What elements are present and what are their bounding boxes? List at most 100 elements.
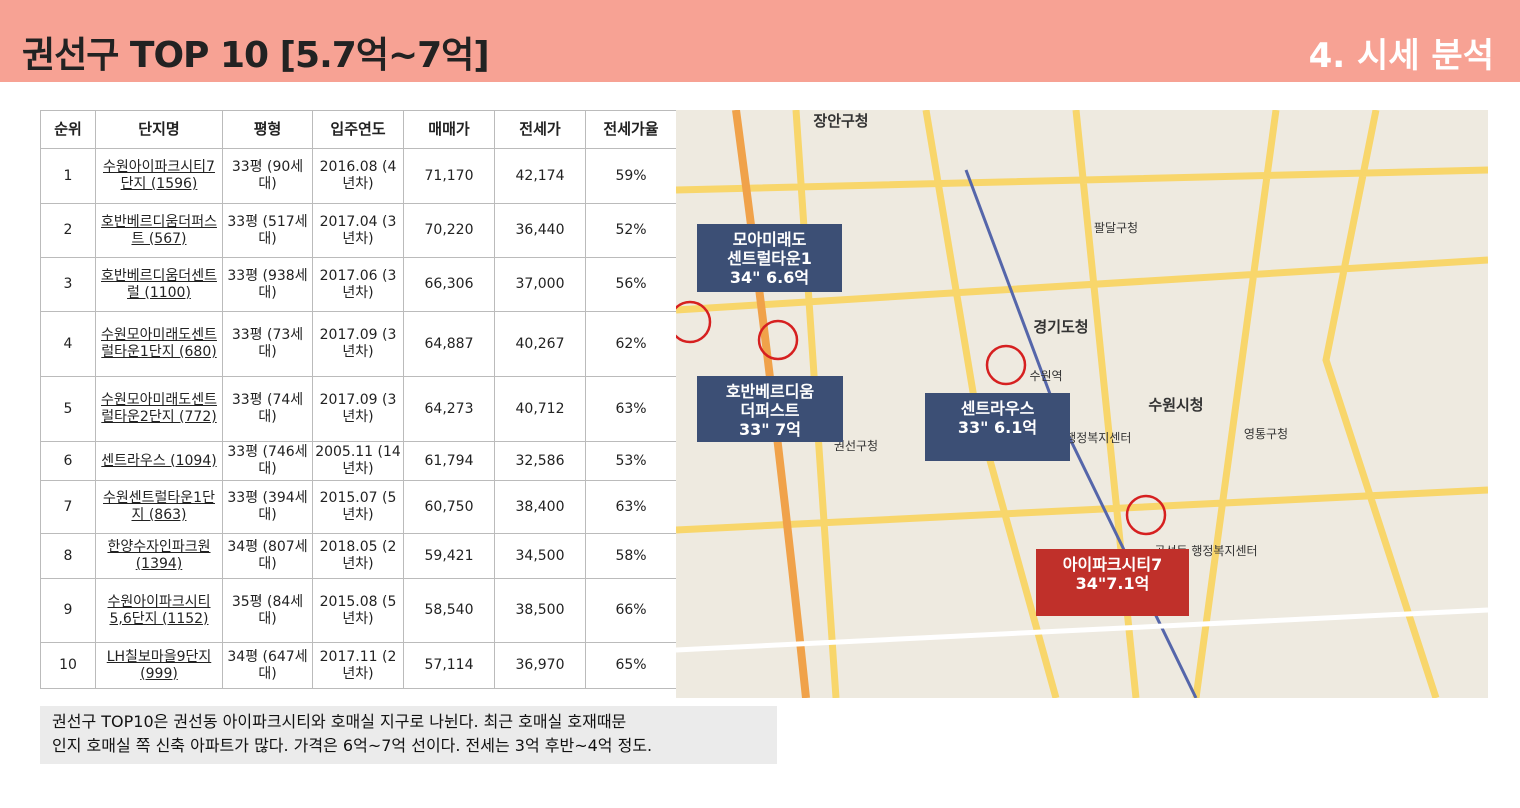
table-cell: 34,500	[494, 533, 586, 579]
section-title: 4. 시세 분석	[1308, 36, 1494, 76]
column-header: 전세가	[494, 110, 586, 149]
table-cell: 38,400	[494, 480, 586, 534]
table-cell: 33평 (394세대)	[222, 480, 313, 534]
callout-line: 33" 7억	[738, 420, 802, 439]
table-cell: 8	[40, 533, 96, 579]
table-row: 4 수원모아미래도센트럴타운1단지 (680) 33평 (73세대) 2017.09 …	[40, 311, 677, 377]
table-cell: 2016.08 (4년차)	[312, 148, 404, 204]
callout-line: 34" 6.6억	[729, 268, 810, 287]
table-row: 6 센트라우스 (1094) 33평 (746세대) 2005.11 (14년차) 61…	[40, 441, 677, 481]
map-callout: 모아미래도 센트럴타운1 34" 6.6억	[697, 224, 842, 292]
callout-line: 아이파크시티7	[1062, 555, 1163, 574]
column-header: 입주연도	[312, 110, 404, 149]
table-cell: 6	[40, 441, 96, 481]
place-label: 팔달구청	[1094, 221, 1138, 235]
table-cell: 4	[40, 311, 96, 377]
table-cell: 62%	[585, 311, 677, 377]
callout-line: 모아미래도	[732, 230, 807, 249]
table-cell: 64,273	[403, 376, 495, 442]
table-cell: 2018.05 (2년차)	[312, 533, 404, 579]
map-callout: 아이파크시티7 34"7.1억	[1036, 549, 1189, 616]
place-label: 경기도청	[1033, 318, 1088, 336]
table-cell: 33평 (90세대)	[222, 148, 313, 204]
table-cell: 33평 (938세대)	[222, 257, 313, 312]
table-cell: 53%	[585, 441, 677, 481]
table-cell: 66%	[585, 578, 677, 643]
table-cell: 64,887	[403, 311, 495, 377]
table-cell: 3	[40, 257, 96, 312]
table-cell: 52%	[585, 203, 677, 258]
table-cell: 2	[40, 203, 96, 258]
callout-line: 호반베르디움	[725, 382, 815, 401]
place-label: 장안구청	[813, 112, 868, 130]
table-cell: 7	[40, 480, 96, 534]
complex-name: 수원센트럴타운1단지 (863)	[95, 480, 223, 534]
title: 권선구 TOP 10 [5.7억~7억]	[22, 35, 490, 76]
table-cell: 40,712	[494, 376, 586, 442]
table-row: 9 수원아이파크시티5,6단지 (1152) 35평 (84세대) 2015.08 (…	[40, 578, 677, 643]
table-cell: 2017.04 (3년차)	[312, 203, 404, 258]
table-cell: 66,306	[403, 257, 495, 312]
callout-line: 34"7.1억	[1075, 574, 1150, 593]
table-cell: 60,750	[403, 480, 495, 534]
complex-name: 센트라우스 (1094)	[95, 441, 223, 481]
table-cell: 57,114	[403, 642, 495, 689]
table-cell: 34평 (647세대)	[222, 642, 313, 689]
table-cell: 35평 (84세대)	[222, 578, 313, 643]
table-row: 5 수원모아미래도센트럴타운2단지 (772) 33평 (74세대) 2017.09 …	[40, 376, 677, 442]
table-cell: 58%	[585, 533, 677, 579]
table-cell: 42,174	[494, 148, 586, 204]
place-label: 영통구청	[1244, 427, 1288, 441]
complex-name: 수원모아미래도센트럴타운2단지 (772)	[95, 376, 223, 442]
note-line: 권선구 TOP10은 권선동 아이파크시티와 호매실 지구로 나뉜다. 최근 호…	[52, 712, 627, 731]
map-callout: 호반베르디움 더퍼스트 33" 7억	[697, 376, 843, 442]
table-cell: 33평 (517세대)	[222, 203, 313, 258]
table-cell: 71,170	[403, 148, 495, 204]
table-cell: 65%	[585, 642, 677, 689]
column-header: 매매가	[403, 110, 495, 149]
place-label: 권선구청	[834, 439, 878, 453]
table-cell: 59%	[585, 148, 677, 204]
table-row: 10 LH칠보마을9단지 (999) 34평 (647세대) 2017.11 (2년차…	[40, 642, 677, 689]
table-cell: 1	[40, 148, 96, 204]
complex-name: 수원아이파크시티7단지 (1596)	[95, 148, 223, 204]
place-label: 수원역	[1029, 369, 1062, 383]
table-row: 1 수원아이파크시티7단지 (1596) 33평 (90세대) 2016.08 (4년…	[40, 148, 677, 204]
table-row: 2 호반베르디움더퍼스트 (567) 33평 (517세대) 2017.04 (3년차…	[40, 203, 677, 258]
table-cell: 2015.07 (5년차)	[312, 480, 404, 534]
table-cell: 58,540	[403, 578, 495, 643]
table-cell: 2017.11 (2년차)	[312, 642, 404, 689]
table-cell: 56%	[585, 257, 677, 312]
column-header: 전세가율	[585, 110, 677, 149]
callout-line: 센트럴타운1	[727, 249, 812, 268]
table-cell: 59,421	[403, 533, 495, 579]
table-cell: 63%	[585, 480, 677, 534]
note: 권선구 TOP10은 권선동 아이파크시티와 호매실 지구로 나뉜다. 최근 호…	[40, 706, 777, 764]
table-cell: 70,220	[403, 203, 495, 258]
complex-name: LH칠보마을9단지 (999)	[95, 642, 223, 689]
map-callout: 센트라우스 33" 6.1억	[925, 393, 1070, 461]
table-cell: 2015.08 (5년차)	[312, 578, 404, 643]
complex-name: 수원아이파크시티5,6단지 (1152)	[95, 578, 223, 643]
complex-name: 한양수자인파크원 (1394)	[95, 533, 223, 579]
table-row: 7 수원센트럴타운1단지 (863) 33평 (394세대) 2015.07 (5년차…	[40, 480, 677, 534]
table-cell: 2017.09 (3년차)	[312, 311, 404, 377]
callout-line: 33" 6.1억	[957, 418, 1038, 437]
callout-line: 더퍼스트	[740, 401, 800, 420]
table-cell: 9	[40, 578, 96, 643]
ranking-table: 순위 단지명 평형 입주연도 매매가 전세가 전세가율 1 수원아이파크시티7단지 (1596)…	[40, 110, 677, 689]
table-cell: 36,440	[494, 203, 586, 258]
column-header: 단지명	[95, 110, 223, 149]
table-cell: 2017.09 (3년차)	[312, 376, 404, 442]
table-cell: 32,586	[494, 441, 586, 481]
column-header: 평형	[222, 110, 313, 149]
table-cell: 10	[40, 642, 96, 689]
header: 권선구 TOP 10 [5.7억~7억] 4. 시세 분석	[0, 0, 1520, 82]
complex-name: 수원모아미래도센트럴타운1단지 (680)	[95, 311, 223, 377]
place-label: 수원시청	[1148, 396, 1203, 414]
table-row: 8 한양수자인파크원 (1394) 34평 (807세대) 2018.05 (2년차)…	[40, 533, 677, 579]
table-cell: 33평 (74세대)	[222, 376, 313, 442]
table-cell: 63%	[585, 376, 677, 442]
table-cell: 37,000	[494, 257, 586, 312]
